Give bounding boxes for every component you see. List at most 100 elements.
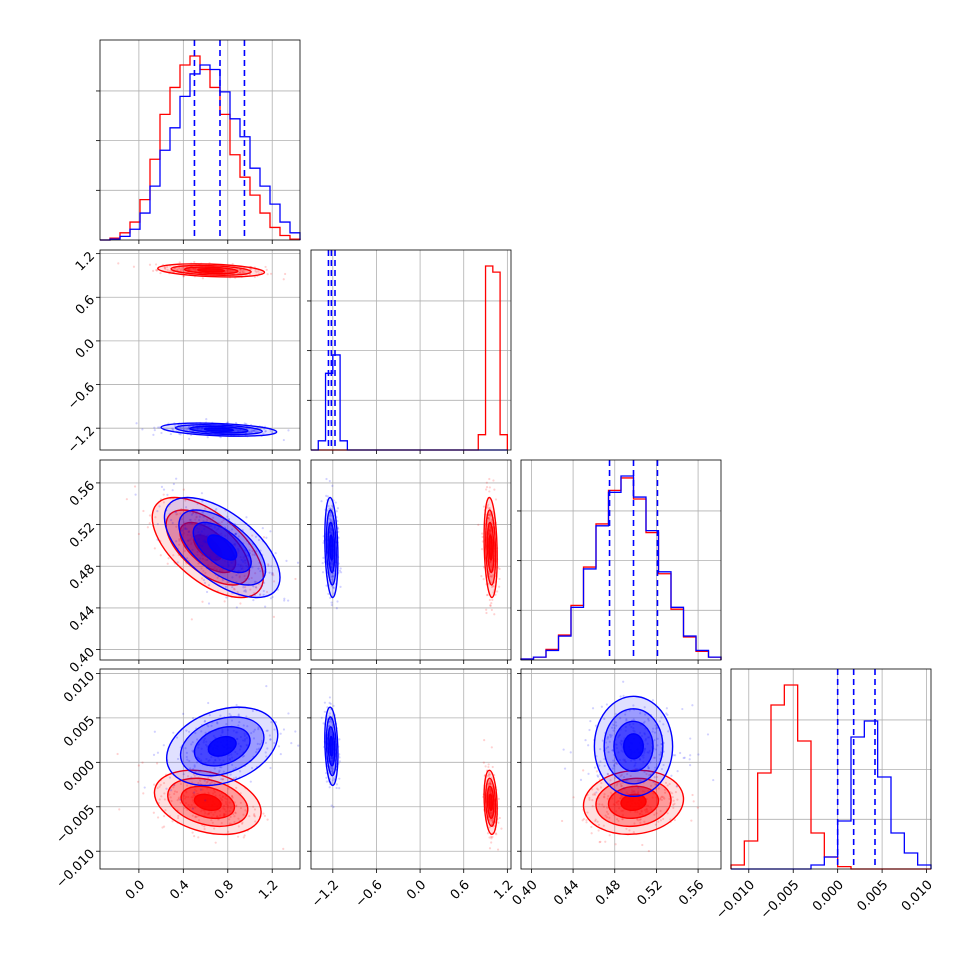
scatter-point <box>157 426 160 429</box>
scatter-point <box>238 576 241 579</box>
scatter-point <box>656 744 659 747</box>
scatter-point <box>339 571 343 574</box>
scatter-point <box>603 764 606 767</box>
scatter-point <box>269 530 272 533</box>
scatter-point <box>184 747 187 750</box>
x-tick-label: −0.005 <box>758 878 803 923</box>
scatter-point <box>189 518 192 521</box>
scatter-point <box>662 817 665 821</box>
x-tick-label: 0.0 <box>404 878 429 903</box>
scatter-point <box>329 767 332 770</box>
scatter-point <box>487 583 491 586</box>
scatter-point <box>626 772 629 776</box>
scatter-point <box>244 586 247 589</box>
scatter-point <box>654 727 658 730</box>
scatter-point <box>191 749 194 753</box>
scatter-point <box>155 762 159 765</box>
scatter-point <box>174 511 177 514</box>
scatter-point <box>490 602 493 605</box>
scatter-point <box>492 574 495 577</box>
scatter-point <box>482 577 485 581</box>
scatter-point <box>241 270 244 273</box>
scatter-point <box>220 821 223 825</box>
scatter-point <box>203 825 206 828</box>
contour-blue <box>207 534 238 561</box>
scatter-point <box>488 518 491 522</box>
scatter-point <box>489 773 492 776</box>
scatter-point <box>221 778 225 781</box>
scatter-point <box>488 782 491 785</box>
scatter-point <box>644 713 647 716</box>
scatter-point <box>671 792 674 795</box>
scatter-point <box>271 431 274 434</box>
scatter-point <box>245 715 248 718</box>
scatter-point <box>257 538 261 542</box>
scatter-point <box>322 541 325 544</box>
scatter-point <box>175 540 178 543</box>
y-tick-label: −0.6 <box>65 380 98 413</box>
scatter-point <box>180 517 184 521</box>
scatter-point <box>177 797 180 801</box>
scatter-point <box>191 741 194 744</box>
scatter-point <box>168 270 171 273</box>
scatter-point <box>158 505 161 508</box>
scatter-point <box>489 604 492 607</box>
scatter-point <box>327 592 330 595</box>
y-tick-label: −0.010 <box>53 847 98 892</box>
scatter-point <box>672 806 675 810</box>
scatter-point <box>648 773 651 777</box>
scatter-point <box>612 723 615 726</box>
x-tick-label: 0.56 <box>676 878 707 909</box>
scatter-point <box>250 766 254 770</box>
scatter-point <box>135 422 138 425</box>
scatter-point <box>329 573 332 576</box>
scatter-point <box>612 763 616 767</box>
scatter-point <box>251 550 254 553</box>
scatter-point <box>657 820 660 823</box>
scatter-point <box>488 490 491 493</box>
scatter-point <box>487 773 490 777</box>
scatter-point <box>328 786 331 789</box>
scatter-point <box>338 569 342 572</box>
scatter-point <box>210 819 213 822</box>
scatter-point <box>201 554 204 557</box>
scatter-point <box>191 807 195 810</box>
scatter-point <box>243 590 246 593</box>
scatter-point <box>203 720 206 723</box>
scatter-point <box>597 775 600 778</box>
scatter-point <box>185 428 189 431</box>
scatter-point <box>647 717 650 720</box>
scatter-point <box>639 779 642 782</box>
scatter-point <box>486 505 489 508</box>
scatter-point <box>237 817 240 820</box>
scatter-point <box>489 513 492 516</box>
scatter-point <box>279 753 282 756</box>
scatter-content <box>125 477 300 621</box>
scatter-point <box>482 505 486 508</box>
scatter-point <box>189 522 192 525</box>
scatter-point <box>604 840 607 843</box>
scatter-point <box>179 782 183 786</box>
scatter-point <box>250 430 253 433</box>
scatter-point <box>214 841 217 844</box>
scatter-point <box>691 793 694 797</box>
scatter-point <box>258 272 261 275</box>
scatter-point <box>480 575 483 578</box>
scatter-point <box>206 780 209 783</box>
scatter-point <box>159 554 162 557</box>
scatter-point <box>167 557 170 560</box>
scatter-point <box>485 611 488 615</box>
scatter-point <box>200 730 203 733</box>
scatter-point <box>250 732 253 735</box>
scatter-point <box>194 815 197 818</box>
scatter-point <box>588 798 591 801</box>
x-tick-label: −1.2 <box>309 878 342 911</box>
scatter-point <box>222 770 225 773</box>
scatter-point <box>606 806 609 809</box>
x-tick-label: 0.52 <box>635 878 666 909</box>
scatter-point <box>327 505 330 508</box>
scatter-point <box>182 773 185 776</box>
scatter-content <box>560 680 715 853</box>
scatter-point <box>172 482 175 486</box>
scatter-point <box>487 765 490 769</box>
